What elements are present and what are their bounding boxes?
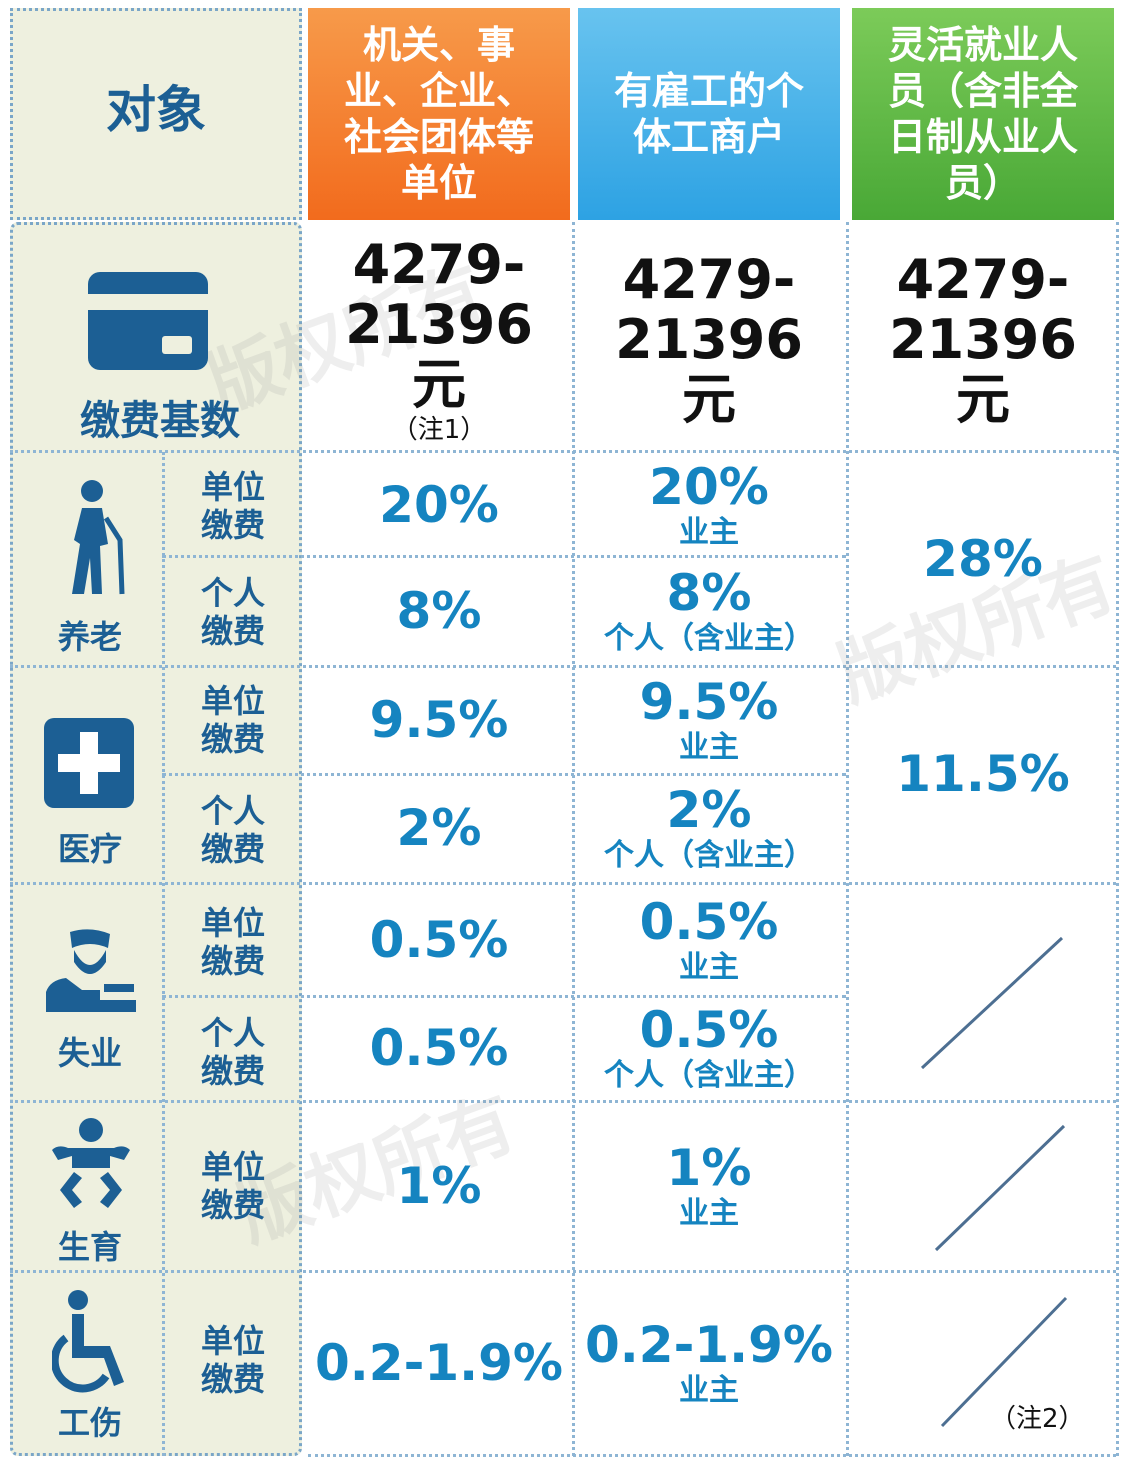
medical-personal-col1-value: 2%: [396, 799, 482, 857]
base-col1: 4279-21396元 （注1）: [308, 235, 570, 446]
grid-hline-unemployment-bottom: [10, 1100, 1116, 1103]
base-col1-note: （注1）: [391, 415, 487, 445]
maternity-unit-col2-sub: 业主: [679, 1196, 739, 1231]
medical-unit-col2: 9.5% 业主: [578, 668, 840, 772]
base-label: 缴费基数: [80, 398, 240, 444]
grid-hline-maternity-bottom: [10, 1270, 1116, 1273]
medical-personal-col1: 2%: [308, 776, 570, 880]
maternity-unit-col1-value: 1%: [396, 1157, 482, 1215]
injury-unit-col2-sub: 业主: [679, 1373, 739, 1408]
maternity-label: 生育: [57, 1228, 122, 1266]
elderly-icon: [72, 480, 125, 595]
baby-icon: [52, 1118, 130, 1208]
base-col2: 4279-21396元: [578, 250, 840, 430]
grid-hline-pension-mid: [162, 555, 846, 558]
medical-unit-col1: 9.5%: [308, 668, 570, 772]
unemployment-unit-payer: 单位缴费: [200, 904, 265, 980]
pension-personal-payer: 个人缴费: [200, 574, 265, 650]
injury-unit-col1-value: 0.2-1.9%: [315, 1334, 563, 1392]
injury-unit-col2-value: 0.2-1.9%: [585, 1316, 833, 1374]
grid-vline-3: [1116, 222, 1119, 1456]
medical-unit-col1-value: 9.5%: [369, 691, 509, 749]
medical-personal-col2: 2% 个人（含业主）: [578, 776, 840, 880]
injury-col3-note: （注2）: [990, 1404, 1085, 1434]
pension-unit-col1: 20%: [308, 455, 570, 555]
medical-col3: 11.5%: [852, 668, 1114, 880]
injury-col3-not-applicable: [940, 1296, 1068, 1428]
grid-hline-medical-mid: [162, 773, 846, 776]
pension-col3: 28%: [852, 455, 1114, 663]
pension-personal-col2-value: 8%: [666, 564, 752, 622]
unemployment-unit-col1-value: 0.5%: [369, 911, 509, 969]
header-col-institutions: 机关、事业、企业、社会团体等单位: [308, 8, 570, 220]
medical-personal-col2-value: 2%: [666, 781, 752, 839]
header-col-individual-business: 有雇工的个体工商户: [578, 8, 840, 220]
unemployment-personal-col2: 0.5% 个人（含业主）: [578, 998, 840, 1098]
injury-unit-payer: 单位缴费: [200, 1322, 265, 1398]
medical-unit-col2-value: 9.5%: [639, 673, 779, 731]
pension-personal-col2: 8% 个人（含业主）: [578, 560, 840, 662]
unemployment-personal-col2-sub: 个人（含业主）: [604, 1058, 814, 1093]
medical-personal-payer: 个人缴费: [200, 792, 265, 868]
maternity-unit-payer: 单位缴费: [200, 1148, 265, 1224]
grid-vline-1: [572, 222, 575, 1456]
unemployment-personal-col2-value: 0.5%: [639, 1001, 779, 1059]
grid-hline-pension-bottom: [10, 665, 1116, 668]
subject-header-cell: [10, 8, 302, 220]
wheelchair-icon: [52, 1290, 124, 1393]
header-col-individual-business-text: 有雇工的个体工商户: [614, 69, 805, 159]
grid-vline-payer: [162, 452, 165, 1456]
pension-personal-col1-value: 8%: [396, 582, 482, 640]
pension-unit-payer: 单位缴费: [200, 468, 265, 544]
base-col3-value: 4279-21396元: [889, 248, 1077, 431]
pension-unit-col1-value: 20%: [379, 476, 499, 534]
unemployment-unit-col2-sub: 业主: [679, 950, 739, 985]
medical-cross-icon: [44, 718, 134, 808]
medical-personal-col2-sub: 个人（含业主）: [604, 838, 814, 873]
base-col1-value: 4279-21396元: [345, 233, 533, 416]
maternity-unit-col2: 1% 业主: [578, 1104, 840, 1268]
injury-unit-col2: 0.2-1.9% 业主: [578, 1274, 840, 1452]
unemployment-unit-col2: 0.5% 业主: [578, 886, 840, 994]
unemployment-personal-col1-value: 0.5%: [369, 1019, 509, 1077]
medical-unit-payer: 单位缴费: [200, 682, 265, 758]
base-col3: 4279-21396元: [852, 250, 1114, 430]
pension-col3-value: 28%: [923, 530, 1043, 588]
grid-vline-2: [846, 222, 849, 1456]
unemployed-icon: [46, 929, 136, 1012]
pension-personal-col1: 8%: [308, 560, 570, 662]
unemployment-unit-col2-value: 0.5%: [639, 893, 779, 951]
subject-label: 对象: [106, 81, 206, 139]
maternity-unit-col1: 1%: [308, 1104, 570, 1268]
unemployment-col3-not-applicable: [920, 936, 1064, 1070]
pension-unit-col2-sub: 业主: [679, 515, 739, 550]
medical-col3-value: 11.5%: [896, 745, 1070, 803]
base-col2-value: 4279-21396元: [615, 248, 803, 431]
medical-unit-col2-sub: 业主: [679, 730, 739, 765]
maternity-unit-col2-value: 1%: [666, 1139, 752, 1197]
pension-personal-col2-sub: 个人（含业主）: [604, 621, 814, 656]
maternity-col3-not-applicable: [934, 1124, 1066, 1252]
grid-hline-medical-bottom: [10, 882, 1116, 885]
unemployment-unit-col1: 0.5%: [308, 886, 570, 994]
injury-label: 工伤: [57, 1404, 122, 1442]
header-col-flexible-employment-text: 灵活就业人员（含非全日制从业人员）: [887, 23, 1078, 205]
left-category-column: [10, 222, 302, 1456]
medical-label: 医疗: [57, 830, 122, 868]
grid-hline-bottom: [308, 1454, 1116, 1457]
unemployment-personal-col1: 0.5%: [308, 998, 570, 1098]
header-col-institutions-text: 机关、事业、企业、社会团体等单位: [343, 23, 534, 205]
grid-hline-base-bottom: [10, 450, 1116, 453]
grid-hline-unemployment-mid: [162, 995, 846, 998]
unemployment-personal-payer: 个人缴费: [200, 1014, 265, 1090]
unemployment-label: 失业: [57, 1034, 122, 1072]
pension-unit-col2: 20% 业主: [578, 455, 840, 555]
injury-unit-col1: 0.2-1.9%: [308, 1274, 570, 1452]
pension-unit-col2-value: 20%: [649, 458, 769, 516]
pension-label: 养老: [57, 618, 122, 656]
card-icon: [88, 272, 208, 370]
header-col-flexible-employment: 灵活就业人员（含非全日制从业人员）: [852, 8, 1114, 220]
